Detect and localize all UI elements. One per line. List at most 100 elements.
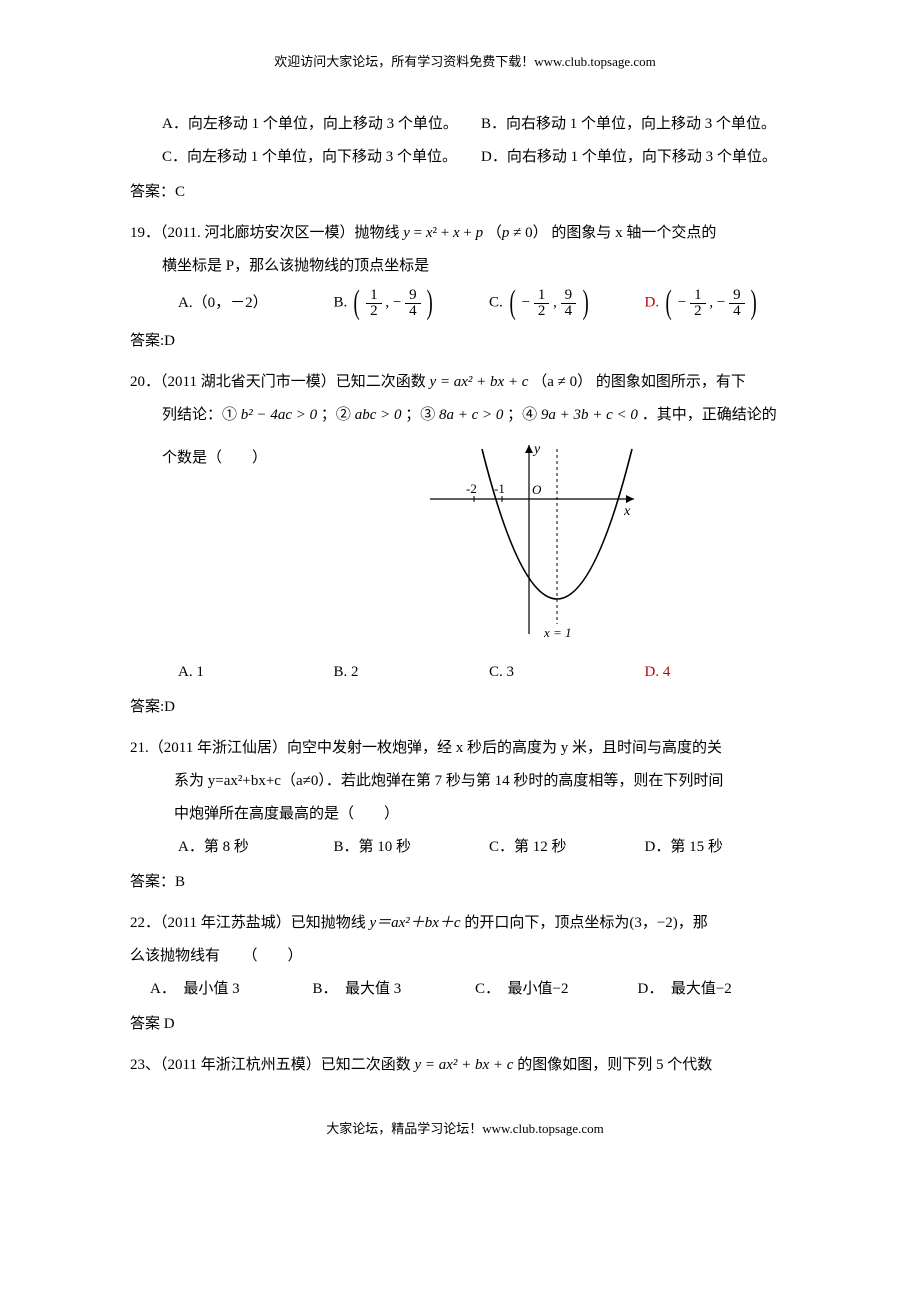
q20-eq: y = ax² + bx + c: [429, 374, 528, 390]
q19-lparen: （: [487, 225, 502, 241]
q18-answer: 答案：C: [130, 179, 800, 206]
q22-option-c: C． 最小值−2: [475, 976, 638, 1003]
q22-stem2: 么该抛物线有 （ ）: [130, 943, 800, 970]
q21-option-d: D．第 15 秒: [645, 834, 801, 861]
q19-optd-comma: , −: [709, 295, 725, 311]
q20-post: 的图象如图所示，有下: [596, 374, 746, 390]
q19-option-c: C. ( − 12 , 94 ): [489, 286, 645, 320]
q20-option-b: B. 2: [334, 659, 490, 686]
q22-stem1: 22．（2011 年江苏盐城）已知抛物线 y＝ax²＋bx＋c 的开口向下，顶点…: [130, 910, 800, 937]
q18-option-c: C．向左移动 1 个单位，向下移动 3 个单位。: [162, 144, 481, 171]
q21-options: A．第 8 秒 B．第 10 秒 C．第 12 秒 D．第 15 秒: [130, 834, 800, 861]
q20-c2: abc > 0: [355, 407, 402, 423]
q19-sq1: ²: [433, 225, 438, 241]
q19-eq-y: y: [403, 225, 410, 241]
q18-option-a: A．向左移动 1 个单位，向上移动 3 个单位。: [162, 111, 481, 138]
q19-option-d: D. ( − 12 , − 94 ): [645, 286, 801, 320]
q19-optb-frac1: 12: [366, 288, 382, 319]
q19-optb-comma: , −: [385, 295, 401, 311]
q18-option-b: B．向右移动 1 个单位，向上移动 3 个单位。: [481, 111, 800, 138]
svg-text:-2: -2: [466, 481, 477, 496]
q20-stem-line2: 列结论：① b² − 4ac > 0 ；② abc > 0 ；③ 8a + c …: [130, 402, 800, 429]
q23-post: 的图像如图，则下列 5 个代数: [517, 1057, 712, 1073]
q20-option-a: A. 1: [178, 659, 334, 686]
q19-optc-frac2: 94: [561, 288, 577, 319]
q22-pre: 22．（2011 年江苏盐城）已知抛物线: [130, 915, 369, 931]
q19-optb-lparen: (: [354, 286, 360, 320]
svg-text:x = 1: x = 1: [543, 625, 572, 639]
q19-option-b: B. ( 12 , − 94 ): [334, 286, 490, 320]
q19-optc-rparen: ): [582, 286, 588, 320]
q22-options: A． 最小值 3 B． 最大值 3 C． 最小值−2 D． 最大值−2: [130, 976, 800, 1003]
q19-optc-lparen: (: [509, 286, 515, 320]
q20-option-d: D. 4: [645, 659, 801, 686]
q23-pre: 23、（2011 年浙江杭州五模）已知二次函数: [130, 1057, 414, 1073]
q22-option-d: D． 最大值−2: [638, 976, 801, 1003]
q20-c3: 8a + c > 0: [439, 407, 503, 423]
q21-stem1: 21.（2011 年浙江仙居）向空中发射一枚炮弹，经 x 秒后的高度为 y 米，…: [130, 735, 800, 762]
q20-sep1: ；②: [321, 407, 351, 423]
q19-optc-comma: ,: [553, 295, 561, 311]
q19-optd-rparen: ): [751, 286, 757, 320]
page-footer: 大家论坛，精品学习论坛！www.club.topsage.com: [130, 1117, 800, 1140]
q19-eq-equals: =: [414, 225, 426, 241]
q19-eq-x: x: [453, 225, 460, 241]
svg-text:-1: -1: [494, 481, 505, 496]
q19-optd-frac1: 12: [690, 288, 706, 319]
q20-option-c: C. 3: [489, 659, 645, 686]
q20-options: A. 1 B. 2 C. 3 D. 4: [130, 659, 800, 686]
q20-pre: 20．（2011 湖北省天门市一模）已知二次函数: [130, 374, 429, 390]
q20-s2-pre: 列结论：①: [162, 407, 237, 423]
q22-post: 的开口向下，顶点坐标为(3，−2)，那: [464, 915, 707, 931]
q19-plus1: +: [441, 225, 453, 241]
q19-option-a: A.（0，－2）: [178, 290, 334, 317]
q20-graph: -2 -1 O y x x = 1: [267, 439, 800, 649]
q19-optd-frac2: 94: [729, 288, 745, 319]
q19-cond-ne: ≠ 0: [513, 225, 532, 241]
q19-stem-line1: 19．（2011. 河北廊坊安次区一模）抛物线 y = x² + x + p （…: [130, 220, 800, 247]
q19-options: A.（0，－2） B. ( 12 , − 94 ) C. ( − 12 , 94…: [130, 286, 800, 320]
q20-sep2: ；③: [405, 407, 435, 423]
q19-cond-p: p: [502, 225, 510, 241]
q21-option-a: A．第 8 秒: [178, 834, 334, 861]
parabola-graph-svg: -2 -1 O y x x = 1: [424, 439, 644, 639]
q21-answer: 答案：B: [130, 869, 800, 896]
q20-cond: （a ≠ 0）: [532, 374, 592, 390]
page-header: 欢迎访问大家论坛，所有学习资料免费下载！www.club.topsage.com: [130, 50, 800, 73]
q19-optb-frac2: 94: [405, 288, 421, 319]
q19-stem-line2: 横坐标是 P，那么该抛物线的顶点坐标是: [130, 253, 800, 280]
q23-stem: 23、（2011 年浙江杭州五模）已知二次函数 y = ax² + bx + c…: [130, 1052, 800, 1079]
q21-option-b: B．第 10 秒: [334, 834, 490, 861]
q19-eq-p: p: [476, 225, 484, 241]
q18-option-d: D．向右移动 1 个单位，向下移动 3 个单位。: [481, 144, 800, 171]
q19-post: 的图象与 x 轴一个交点的: [551, 225, 716, 241]
q20-c1: b² − 4ac > 0: [241, 407, 317, 423]
q23-eq: y = ax² + bx + c: [414, 1057, 513, 1073]
q19-pre: 19．（2011. 河北廊坊安次区一模）抛物线: [130, 225, 403, 241]
q20-answer: 答案:D: [130, 694, 800, 721]
q22-eq: y＝ax²＋bx＋c: [369, 915, 460, 931]
q19-optd-neg1: −: [678, 295, 686, 311]
q20-s2-post: ．其中，正确结论的: [642, 407, 777, 423]
svg-text:x: x: [623, 504, 631, 519]
q19-optc-frac1: 12: [534, 288, 550, 319]
q19-optd-label: D.: [645, 295, 660, 311]
q19-answer: 答案:D: [130, 328, 800, 355]
q20-stem-line1: 20．（2011 湖北省天门市一模）已知二次函数 y = ax² + bx + …: [130, 369, 800, 396]
q18-options-row1: A．向左移动 1 个单位，向上移动 3 个单位。 B．向右移动 1 个单位，向上…: [130, 111, 800, 138]
q22-option-a: A． 最小值 3: [150, 976, 313, 1003]
q18-options-row2: C．向左移动 1 个单位，向下移动 3 个单位。 D．向右移动 1 个单位，向下…: [130, 144, 800, 171]
q22-answer: 答案 D: [130, 1011, 800, 1038]
svg-text:y: y: [532, 442, 541, 457]
q21-option-c: C．第 12 秒: [489, 834, 645, 861]
q21-stem3: 中炮弹所在高度最高的是（ ）: [130, 801, 800, 828]
q19-rparen: ）: [533, 225, 548, 241]
q20-c4: 9a + 3b + c < 0: [541, 407, 638, 423]
svg-text:O: O: [532, 482, 542, 497]
q19-optd-lparen: (: [665, 286, 671, 320]
q20-sep3: ；④: [507, 407, 537, 423]
q21-stem2: 系为 y=ax²+bx+c（a≠0）．若此炮弹在第 7 秒与第 14 秒时的高度…: [130, 768, 800, 795]
q19-plus2: +: [463, 225, 475, 241]
q19-eq-x2: x: [426, 225, 433, 241]
q19-optc-neg: −: [522, 295, 530, 311]
